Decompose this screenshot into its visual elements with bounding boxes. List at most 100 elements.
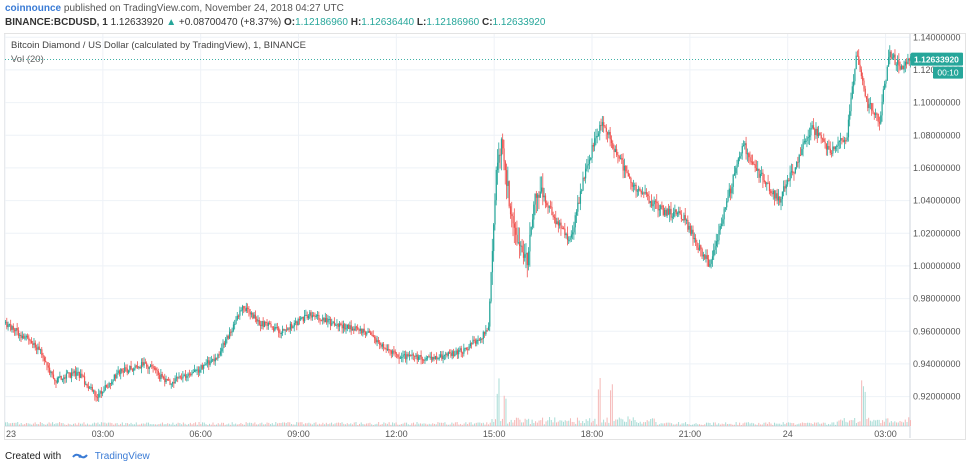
volume-bar — [515, 417, 517, 426]
volume-bar — [451, 422, 453, 426]
candle-body — [688, 225, 690, 230]
candle-body — [809, 135, 811, 138]
candle-body — [421, 359, 424, 361]
candle-body — [640, 191, 642, 194]
volume-bar — [102, 422, 104, 426]
volume-bar — [557, 421, 559, 426]
volume-bar — [69, 424, 71, 426]
candle-body — [320, 320, 323, 322]
volume-bar — [603, 419, 605, 426]
volume-bar — [318, 423, 320, 426]
candle-body — [477, 339, 479, 341]
candle-body — [569, 237, 571, 240]
volume-bar — [890, 421, 892, 426]
candle-body — [735, 167, 737, 174]
volume-bar — [794, 424, 796, 426]
volume-bar — [338, 422, 340, 426]
candle-body — [722, 219, 724, 224]
change-arrow-icon: ▲ — [166, 17, 177, 28]
volume-bar — [233, 424, 235, 426]
candle-body — [737, 158, 740, 165]
candle-body — [526, 252, 528, 266]
volume-bar — [807, 422, 809, 426]
candle-body — [405, 354, 407, 360]
volume-bar — [678, 422, 680, 426]
volume-bar — [358, 423, 360, 426]
publisher-name[interactable]: coinnounce — [5, 3, 62, 14]
volume-bar — [371, 424, 373, 426]
candle-body — [120, 369, 122, 375]
candle-body — [652, 204, 654, 207]
volume-bar — [773, 422, 775, 426]
candle-body — [907, 58, 909, 65]
volume-bar — [121, 422, 123, 426]
candle-body — [572, 232, 574, 235]
volume-bar — [599, 378, 601, 426]
candle-body — [227, 335, 229, 339]
volume-bar — [437, 422, 439, 426]
candle-body — [174, 378, 176, 384]
candle-body — [641, 192, 644, 194]
candle-body — [451, 351, 453, 356]
high-value: 1.12636440 — [361, 17, 415, 28]
candle-body — [856, 55, 859, 57]
candle-body — [271, 326, 273, 328]
candle-body — [241, 306, 244, 311]
candle-body — [500, 139, 503, 156]
volume-bar — [64, 424, 66, 426]
candle-body — [295, 321, 297, 324]
volume-bar — [353, 422, 355, 426]
candle-body — [885, 80, 887, 84]
candle-body — [777, 196, 780, 201]
candle-body — [142, 362, 144, 366]
candle-body — [610, 139, 613, 144]
candle-body — [129, 365, 131, 371]
volume-bar — [481, 423, 483, 426]
candle-body — [658, 209, 661, 211]
volume-bar — [41, 423, 43, 426]
candle-body — [150, 364, 152, 368]
volume-bar — [74, 423, 76, 426]
candle-body — [98, 393, 100, 398]
tradingview-brand[interactable]: TradingView — [94, 451, 150, 462]
volume-bar — [163, 424, 165, 426]
candle-body — [326, 318, 328, 323]
candle-body — [632, 185, 635, 187]
candle-body — [135, 365, 137, 367]
candle-body — [115, 374, 117, 378]
candle-body — [42, 354, 44, 358]
candle-body — [608, 131, 610, 135]
volume-bar — [583, 423, 585, 426]
candle-body — [805, 140, 807, 142]
volume-bar — [196, 424, 198, 426]
candle-body — [894, 54, 896, 65]
volume-bar — [828, 423, 830, 426]
volume-bar — [336, 422, 338, 426]
candle-body — [504, 161, 506, 171]
volume-bar — [290, 424, 292, 426]
candle-body — [160, 374, 162, 380]
volume-bar — [885, 418, 887, 426]
candle-body — [806, 137, 808, 141]
candle-body — [292, 326, 294, 329]
candle-body — [67, 372, 69, 374]
volume-bar — [139, 424, 141, 426]
volume-bar — [414, 424, 416, 426]
volume-bar — [153, 424, 155, 426]
volume-bar — [791, 423, 793, 426]
candle-body — [244, 308, 246, 311]
y-tick-label: 1.10000000 — [913, 98, 961, 108]
candle-body — [390, 350, 393, 354]
candle-body — [191, 372, 193, 375]
volume-bar — [653, 418, 655, 426]
candle-body — [56, 377, 58, 383]
volume-bar — [631, 420, 633, 426]
volume-bar — [637, 422, 639, 426]
candle-body — [560, 222, 562, 229]
candle-body — [152, 366, 154, 369]
candle-body — [591, 145, 593, 158]
candle-body — [494, 200, 496, 225]
candle-body — [372, 334, 374, 338]
volume-bar — [760, 424, 762, 426]
